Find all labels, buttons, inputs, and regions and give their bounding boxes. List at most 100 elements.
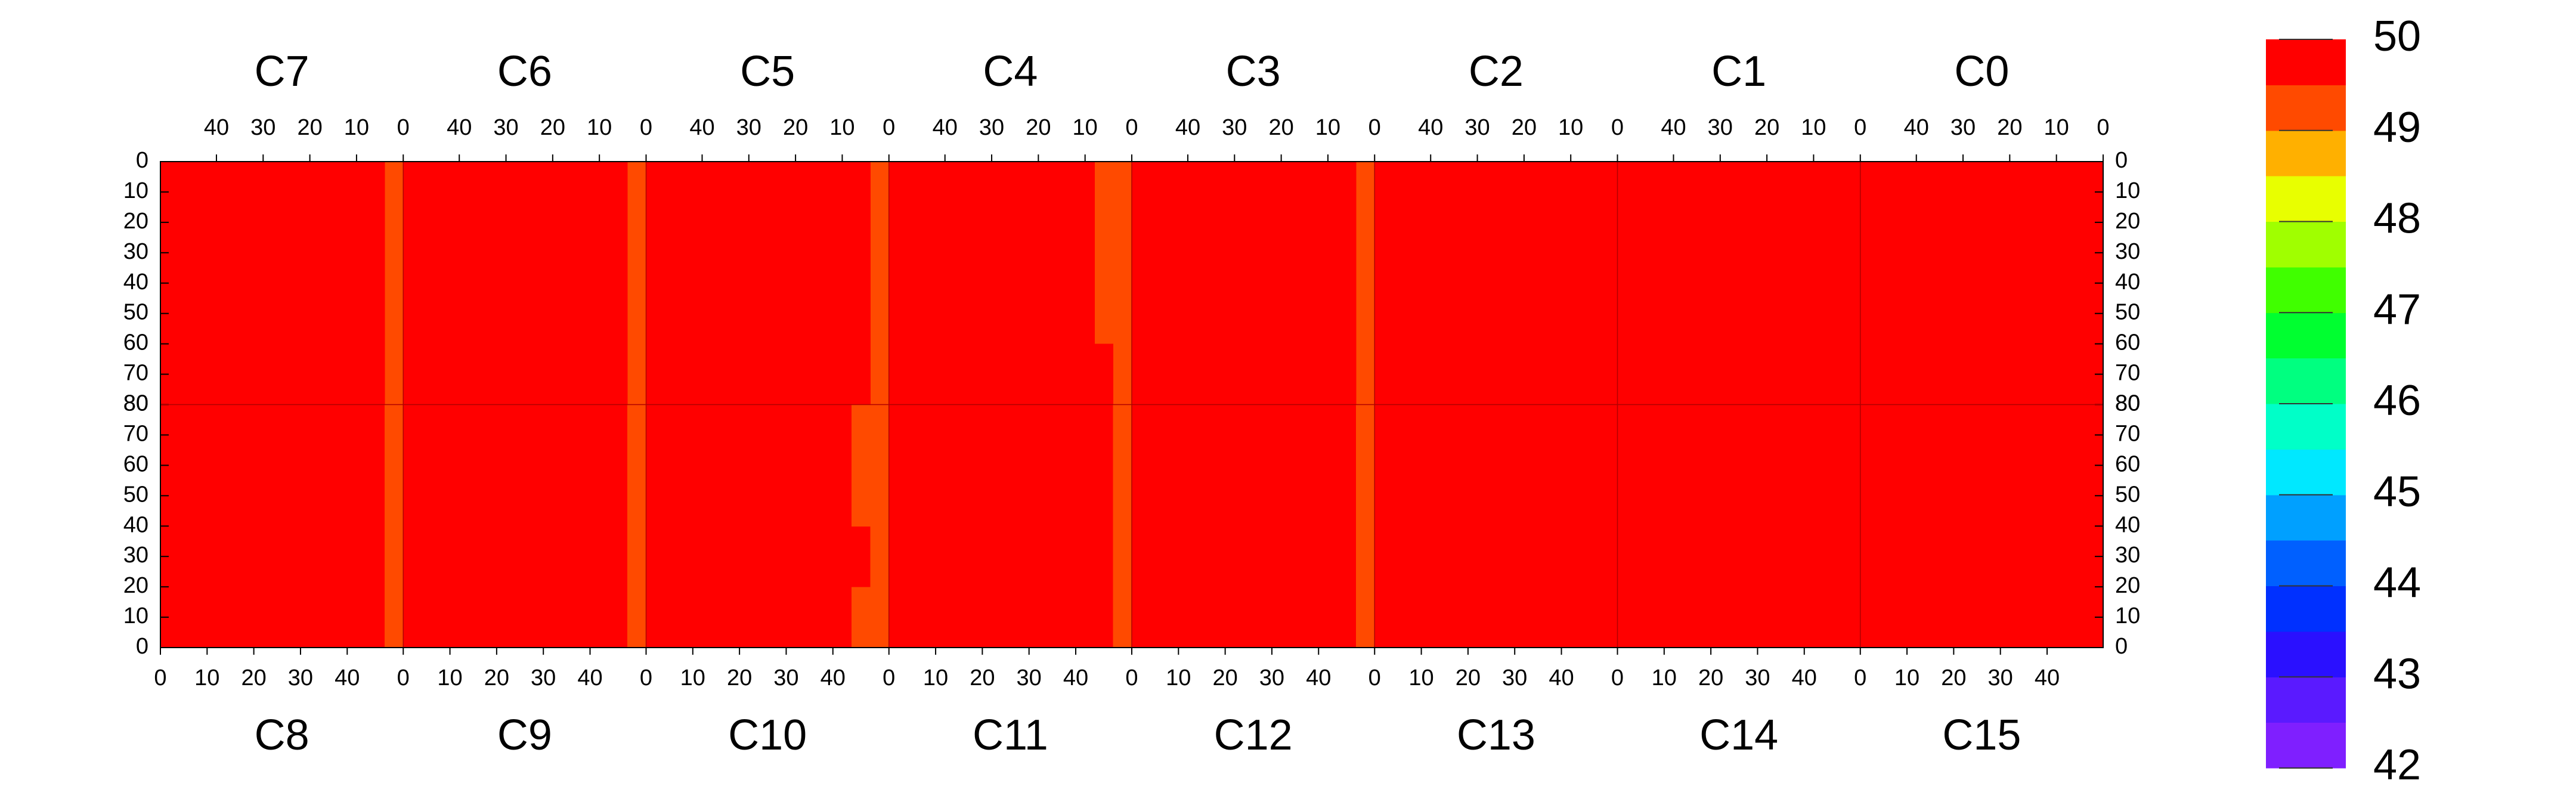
heatmap-cell — [1916, 162, 1936, 223]
heatmap-cell — [852, 283, 871, 345]
heatmap-cell — [366, 526, 385, 587]
heatmap-cell — [1318, 162, 1338, 223]
y-tick-label: 40 — [2115, 512, 2140, 537]
heatmap-cell — [926, 343, 946, 405]
heatmap-cell — [1431, 526, 1450, 587]
heatmap-cell — [235, 465, 255, 527]
heatmap-cell — [2066, 222, 2085, 284]
heatmap-cell — [1580, 526, 1599, 587]
heatmap-cell — [403, 343, 423, 405]
y-tick-label: 0 — [136, 634, 148, 659]
colorbar-swatch — [2266, 404, 2346, 450]
heatmap-cell — [1076, 222, 1095, 284]
heatmap-cell — [683, 465, 702, 527]
heatmap-cell — [1467, 404, 1487, 466]
heatmap-cell — [1580, 465, 1599, 527]
heatmap-cell — [1972, 465, 1992, 527]
heatmap-cell — [440, 343, 460, 405]
x-tick-label: 40 — [689, 115, 714, 140]
heatmap-cell — [403, 465, 423, 527]
x-tick-label: 10 — [1315, 115, 1340, 140]
y-tick-label: 10 — [123, 603, 148, 628]
x-tick-label: 40 — [1792, 665, 1817, 691]
heatmap-cell — [664, 404, 684, 466]
heatmap-cell — [403, 587, 423, 648]
heatmap-cell — [2010, 222, 2029, 284]
x-tick-label: 30 — [736, 115, 761, 140]
heatmap-cell — [832, 526, 852, 587]
heatmap-cell — [1206, 465, 1226, 527]
heatmap-cell — [1580, 283, 1599, 345]
heatmap-cell — [2066, 162, 2085, 223]
heatmap-cell — [1449, 526, 1469, 587]
heatmap-cell — [384, 343, 404, 405]
heatmap-cell — [1411, 587, 1431, 648]
heatmap-cell — [1487, 587, 1506, 648]
x-tick-label: 20 — [727, 665, 752, 691]
chip-label: C8 — [255, 711, 309, 759]
heatmap-cell — [272, 526, 292, 587]
heatmap-cell — [1617, 343, 1637, 405]
heatmap-cell — [179, 587, 199, 648]
heatmap-cell — [403, 222, 423, 284]
heatmap-cell — [1972, 343, 1992, 405]
heatmap-cell — [1393, 162, 1413, 223]
heatmap-cell — [1879, 162, 1898, 223]
heatmap-cell — [1524, 404, 1543, 466]
heatmap-cell — [1355, 283, 1375, 345]
heatmap-cell — [1094, 465, 1114, 527]
heatmap-cell — [608, 162, 628, 223]
heatmap-cell — [1487, 526, 1506, 587]
heatmap-cell — [291, 283, 311, 345]
heatmap-cell — [945, 465, 964, 527]
y-tick-label: 60 — [123, 451, 148, 476]
heatmap-cell — [1020, 526, 1039, 587]
x-tick-label: 40 — [1661, 115, 1686, 140]
x-tick-label: 10 — [923, 665, 948, 691]
heatmap-cell — [179, 526, 199, 587]
colorbar-label: 42 — [2373, 741, 2421, 789]
x-tick-label: 10 — [1166, 665, 1191, 691]
heatmap-cell — [702, 465, 722, 527]
heatmap-cell — [1823, 343, 1842, 405]
heatmap-cell — [1411, 526, 1431, 587]
heatmap-cell — [1711, 222, 1730, 284]
heatmap-cell — [1767, 283, 1786, 345]
heatmap-cell — [1057, 587, 1076, 648]
heatmap-cell — [1897, 222, 1917, 284]
chip-label: C3 — [1226, 48, 1281, 95]
heatmap-cell — [1860, 343, 1880, 405]
heatmap-cell — [571, 222, 591, 284]
heatmap-cell — [926, 465, 946, 527]
heatmap-cell — [1318, 283, 1338, 345]
heatmap-cell — [552, 465, 572, 527]
heatmap-cell — [646, 526, 665, 587]
heatmap-cell — [1505, 283, 1525, 345]
colorbar-swatch — [2266, 722, 2346, 769]
heatmap-cell — [1038, 526, 1058, 587]
heatmap-cell — [758, 343, 778, 405]
heatmap-cell — [1262, 343, 1282, 405]
heatmap-cell — [1113, 465, 1132, 527]
heatmap-cell — [1823, 526, 1842, 587]
heatmap-cell — [1692, 587, 1711, 648]
heatmap-cell — [1057, 465, 1076, 527]
heatmap-cell — [795, 162, 815, 223]
heatmap-cell — [1897, 526, 1917, 587]
y-tick-label: 30 — [2115, 239, 2140, 264]
x-tick-label: 40 — [1418, 115, 1443, 140]
heatmap-cell — [1953, 162, 1973, 223]
heatmap-cell — [646, 465, 665, 527]
heatmap-cell — [1187, 343, 1207, 405]
heatmap-cell — [1785, 404, 1805, 466]
heatmap-cell — [1897, 283, 1917, 345]
heatmap-cell — [1617, 222, 1637, 284]
heatmap-cell — [1505, 162, 1525, 223]
heatmap-cell — [1897, 404, 1917, 466]
heatmap-cell — [1187, 526, 1207, 587]
heatmap-cell — [1487, 404, 1506, 466]
heatmap-cell — [1897, 587, 1917, 648]
heatmap-cell — [216, 465, 236, 527]
heatmap-cell — [964, 343, 983, 405]
heatmap-cell — [1076, 162, 1095, 223]
